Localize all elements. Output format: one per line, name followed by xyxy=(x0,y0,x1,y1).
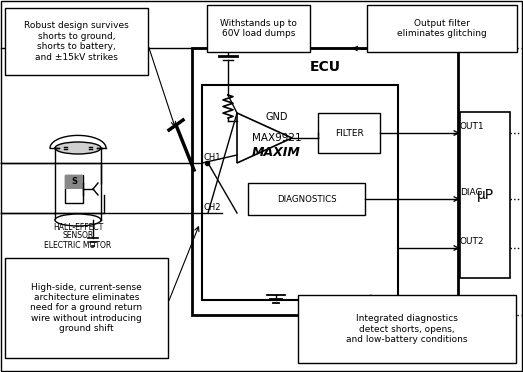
Bar xyxy=(65,175,83,203)
Text: V: V xyxy=(219,35,226,45)
Text: Integrated diagnostics
detect shorts, opens,
and low-battery conditions: Integrated diagnostics detect shorts, op… xyxy=(346,314,468,344)
Text: GND: GND xyxy=(265,112,288,122)
Ellipse shape xyxy=(55,214,101,226)
Bar xyxy=(318,113,380,153)
Text: ELECTRIC MOTOR: ELECTRIC MOTOR xyxy=(44,241,111,250)
Ellipse shape xyxy=(55,142,101,154)
Text: OUT1: OUT1 xyxy=(460,122,485,131)
Bar xyxy=(367,5,517,52)
Text: Withstands up to
60V load dumps: Withstands up to 60V load dumps xyxy=(220,19,297,38)
Text: MAXIM: MAXIM xyxy=(252,145,301,158)
Polygon shape xyxy=(237,113,292,163)
Text: High-side, current-sense
architecture eliminates
need for a ground return
wire w: High-side, current-sense architecture el… xyxy=(30,283,143,333)
Bar xyxy=(248,183,365,215)
Text: OUT2: OUT2 xyxy=(460,237,484,246)
Text: Robust design survives
shorts to ground,
shorts to battery,
and ±15kV strikes: Robust design survives shorts to ground,… xyxy=(24,22,129,62)
Text: MAX9921: MAX9921 xyxy=(252,133,301,143)
Bar xyxy=(192,48,458,315)
Text: DIAGNOSTICS: DIAGNOSTICS xyxy=(277,195,336,203)
Text: ECU: ECU xyxy=(310,60,340,74)
Text: DIAG: DIAG xyxy=(460,188,483,197)
Text: HALL-EFFECT: HALL-EFFECT xyxy=(53,224,103,232)
Text: FILTER: FILTER xyxy=(335,128,363,138)
Bar xyxy=(65,175,83,189)
Text: μP: μP xyxy=(476,188,494,202)
Text: S: S xyxy=(71,177,77,186)
Text: SENSOR: SENSOR xyxy=(62,231,94,241)
Text: Output filter
eliminates glitching: Output filter eliminates glitching xyxy=(397,19,487,38)
Text: BAT: BAT xyxy=(229,40,241,45)
Bar xyxy=(202,85,398,300)
Text: CH1: CH1 xyxy=(203,153,221,162)
Bar xyxy=(460,112,510,278)
Bar xyxy=(5,258,168,358)
Bar xyxy=(5,8,148,75)
Bar xyxy=(207,5,310,52)
Bar xyxy=(298,295,516,363)
Text: CH2: CH2 xyxy=(203,203,221,212)
Text: N: N xyxy=(71,192,77,201)
